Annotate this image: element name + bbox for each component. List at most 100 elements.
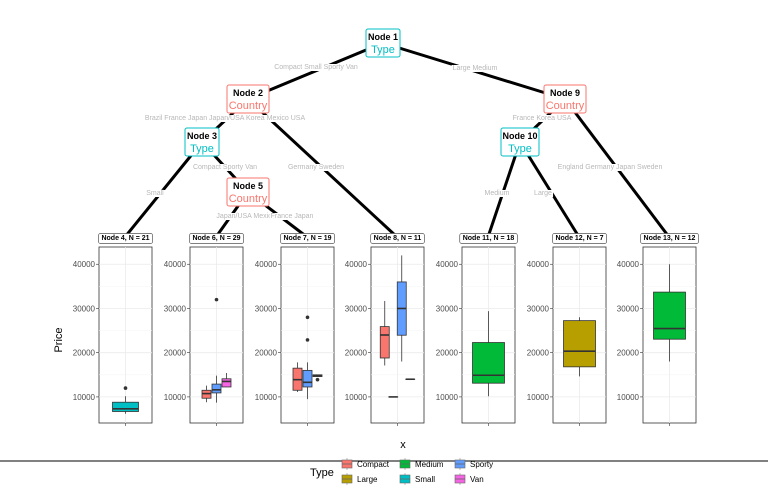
edge-label-bg: [273, 64, 359, 71]
terminal-label-box: [370, 233, 425, 244]
terminal-node-label: Node 6, N = 29: [192, 235, 240, 242]
boxplot-sporty: [396, 255, 407, 362]
inner-node-5: Node 5 Country: [226, 177, 270, 207]
node-box: [500, 127, 540, 157]
y-tick-label: 10000: [164, 393, 187, 402]
x-axis-label: x: [400, 439, 406, 451]
terminal-label-box: [459, 233, 518, 244]
legend-label: Sporty: [470, 460, 493, 469]
terminal-node-label: Node 7, N = 19: [283, 235, 331, 242]
edge-label: France Korea USA: [513, 115, 572, 122]
edge-label: Medium: [485, 190, 510, 197]
outlier-point: [305, 338, 310, 342]
y-tick-label: 40000: [436, 260, 459, 269]
edge-label: Large Medium: [453, 65, 498, 72]
edge-label-bg: [143, 115, 307, 122]
terminal-label-box: [280, 233, 335, 244]
outlier-point: [305, 315, 310, 320]
y-tick-label: 30000: [255, 304, 278, 313]
inner-node-3: Node 3 Type: [184, 127, 220, 157]
split-variable: Country: [229, 100, 268, 112]
legend-label: Large: [357, 475, 378, 484]
edge-label-bg: [533, 190, 554, 197]
inner-node-2: Node 2 Country: [226, 84, 270, 114]
y-tick-label: 10000: [255, 393, 278, 402]
y-tick-label: 20000: [73, 349, 96, 358]
node-box: [365, 28, 401, 58]
split-variable: Type: [508, 143, 532, 155]
legend-title: Type: [310, 467, 334, 479]
edge-label-bg: [269, 213, 315, 220]
boxplot-compact: [201, 385, 212, 403]
terminal-node-label: Node 8, N = 11: [374, 235, 422, 242]
boxplot-van: [312, 374, 323, 382]
edge-label-bg: [191, 164, 259, 171]
edge-label: England Germany Japan Sweden: [558, 164, 663, 171]
legend-item-medium: Medium: [399, 458, 444, 470]
y-tick-label: 20000: [617, 349, 640, 358]
inner-node-10: Node 10 Type: [500, 127, 540, 157]
split-variable: Country: [546, 100, 585, 112]
edge-label-bg: [215, 213, 277, 220]
edge-label: Germany Sweden: [288, 164, 344, 171]
legend-item-van: Van: [454, 473, 484, 485]
y-tick-label: 30000: [345, 304, 368, 313]
y-tick-label: 30000: [73, 304, 96, 313]
inner-node-9: Node 9 Country: [543, 84, 587, 114]
terminal-node-12: 10000 20000 30000 40000 Node 12, N = 7: [527, 233, 607, 426]
boxplot-van: [221, 373, 232, 388]
boxplot-sporty: [211, 297, 222, 403]
box: [563, 320, 596, 368]
node-box: [226, 84, 270, 114]
boxplot-large: [563, 317, 596, 377]
y-tick-label: 30000: [164, 304, 187, 313]
node-label: Node 5: [233, 181, 263, 191]
terminal-node-label: Node 13, N = 12: [644, 235, 696, 242]
edge-label: Compact Small Sporty Van: [274, 64, 358, 71]
terminal-node-7: 10000 20000 30000 40000 Node 7, N = 19: [255, 233, 335, 426]
edge-label: Brazil France Japan Japan/USA Korea Mexi…: [145, 115, 306, 122]
terminal-node-label: Node 11, N = 18: [463, 235, 515, 242]
edge-label: Small: [146, 190, 164, 197]
legend-label: Compact: [357, 460, 390, 469]
box: [653, 291, 686, 340]
y-tick-label: 40000: [617, 260, 640, 269]
split-variable: Country: [229, 193, 268, 205]
terminal-node-8: 10000 20000 30000 40000 Node 8, N = 11: [345, 233, 425, 426]
y-tick-label: 40000: [255, 260, 278, 269]
edge-label-bg: [556, 164, 664, 171]
boxplot-medium: [472, 311, 505, 397]
legend-item-compact: Compact: [341, 458, 390, 470]
y-tick-label: 30000: [436, 304, 459, 313]
edge-label-bg: [483, 190, 511, 197]
node-label: Node 2: [233, 88, 263, 98]
node-label: Node 3: [187, 131, 217, 141]
tree-edge: [518, 141, 581, 238]
box: [112, 401, 139, 412]
y-tick-label: 10000: [527, 393, 550, 402]
terminal-node-4: 10000 20000 30000 40000 Node 4, N = 21: [73, 233, 153, 426]
y-tick-label: 40000: [527, 260, 550, 269]
split-variable: Type: [371, 44, 395, 56]
y-axis-label: Price: [53, 327, 65, 352]
terminal-node-11: 10000 20000 30000 40000 Node 11, N = 18: [436, 233, 518, 426]
y-tick-label: 10000: [617, 393, 640, 402]
y-tick-label: 30000: [527, 304, 550, 313]
terminal-node-6: 10000 20000 30000 40000 Node 6, N = 29: [164, 233, 244, 426]
node-box: [543, 84, 587, 114]
terminal-label-box: [189, 233, 244, 244]
y-tick-label: 10000: [73, 393, 96, 402]
node-label: Node 1: [368, 32, 398, 42]
legend-label: Small: [415, 475, 435, 484]
box: [472, 342, 505, 384]
y-tick-label: 40000: [164, 260, 187, 269]
edge-label: France Japan: [271, 213, 314, 220]
inner-node-1: Node 1 Type: [365, 28, 401, 58]
terminal-node-label: Node 12, N = 7: [555, 235, 603, 242]
node-label: Node 10: [502, 131, 537, 141]
node-box: [226, 177, 270, 207]
boxplot-compact: [292, 362, 303, 393]
y-tick-label: 40000: [73, 260, 96, 269]
y-tick-label: 20000: [164, 349, 187, 358]
